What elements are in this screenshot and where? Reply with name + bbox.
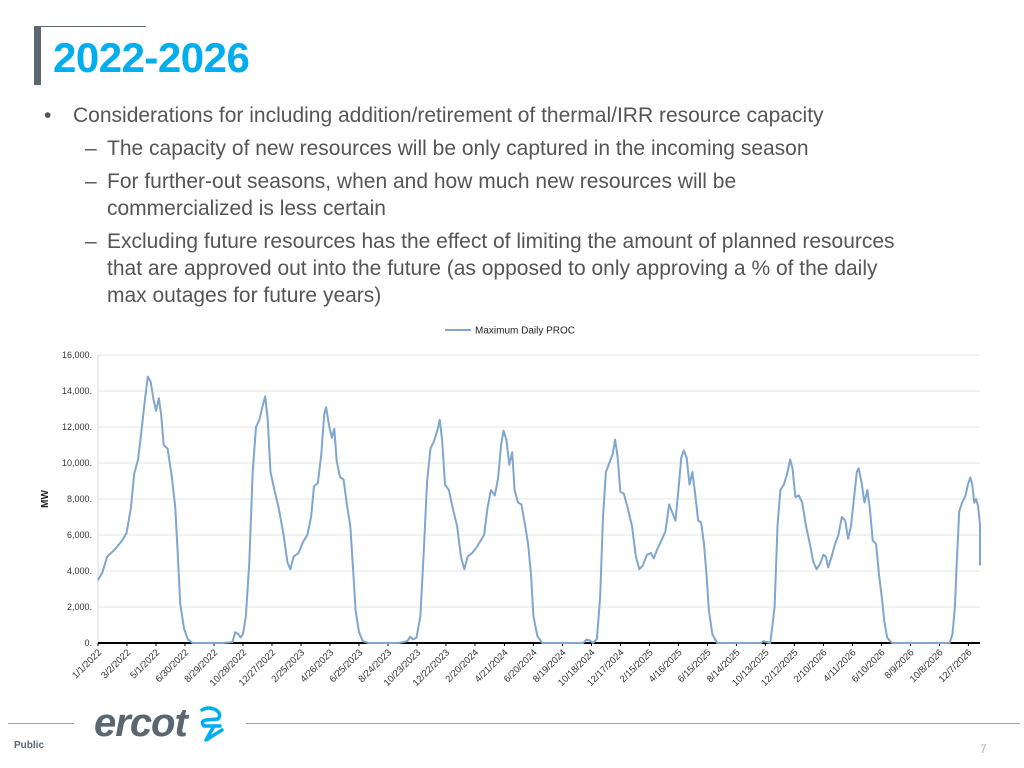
series-line — [97, 375, 981, 644]
sub-bullet-item: – The capacity of new resources will be … — [44, 135, 974, 162]
sub-bullet-item: – Excluding future resources has the eff… — [44, 228, 974, 309]
dash-symbol: – — [85, 230, 97, 253]
sub-bullet-text: Excluding future resources has the effec… — [107, 230, 895, 307]
y-tick-label: 4,000. — [67, 566, 92, 576]
y-tick-label: 8,000. — [67, 494, 92, 504]
outage-line-chart: Maximum Daily PROC 0. 2,000. 4,000. 6,000. 8… — [40, 326, 981, 689]
y-tick-label: 10,000. — [62, 458, 92, 468]
legend-label: Maximum Daily PROC — [475, 326, 575, 337]
y-tick-label: 2,000. — [67, 602, 92, 612]
ercot-logo-text: ercot — [94, 701, 189, 745]
x-tick-label: 1/1/2022 — [70, 647, 104, 681]
y-axis-ticks: 0. 2,000. 4,000. 6,000. 8,000. 10,000. 12,000.… — [62, 350, 92, 648]
page-number: 7 — [980, 742, 987, 756]
title-rule — [34, 26, 146, 27]
dash-symbol: – — [85, 137, 97, 160]
dash-symbol: – — [85, 170, 97, 193]
footer-rule-right — [246, 723, 1020, 724]
y-tick-label: 6,000. — [67, 530, 92, 540]
y-tick-label: 0. — [84, 638, 92, 648]
bullet-list: • Considerations for including addition/… — [44, 102, 974, 315]
bullet-item: • Considerations for including addition/… — [44, 102, 974, 129]
ercot-logo: ercot — [94, 701, 224, 745]
ercot-bolt-icon — [200, 706, 224, 742]
y-tick-label: 12,000. — [62, 422, 92, 432]
bullet-symbol: • — [44, 104, 52, 127]
bullet-text: Considerations for including addition/re… — [73, 104, 824, 127]
title-accent-bar — [34, 26, 41, 85]
sub-bullet-text: For further-out seasons, when and how mu… — [107, 170, 737, 220]
y-axis-label: MW — [40, 490, 51, 508]
footer-rule-left — [8, 723, 74, 724]
sub-bullet-item: – For further-out seasons, when and how … — [44, 168, 974, 222]
sub-bullet-text: The capacity of new resources will be on… — [107, 137, 809, 160]
y-tick-label: 16,000. — [62, 350, 92, 360]
chart-legend: Maximum Daily PROC — [445, 326, 575, 337]
y-tick-label: 14,000. — [62, 386, 92, 396]
slide-title: 2022-2026 — [53, 34, 250, 81]
x-tick-label: 3/2/2022 — [99, 647, 133, 681]
x-axis-ticks: 1/1/20223/2/20225/1/20226/30/20228/29/20… — [70, 643, 975, 689]
public-label: Public — [14, 740, 45, 751]
chart-gridlines — [97, 354, 980, 644]
chart-series — [97, 375, 981, 644]
